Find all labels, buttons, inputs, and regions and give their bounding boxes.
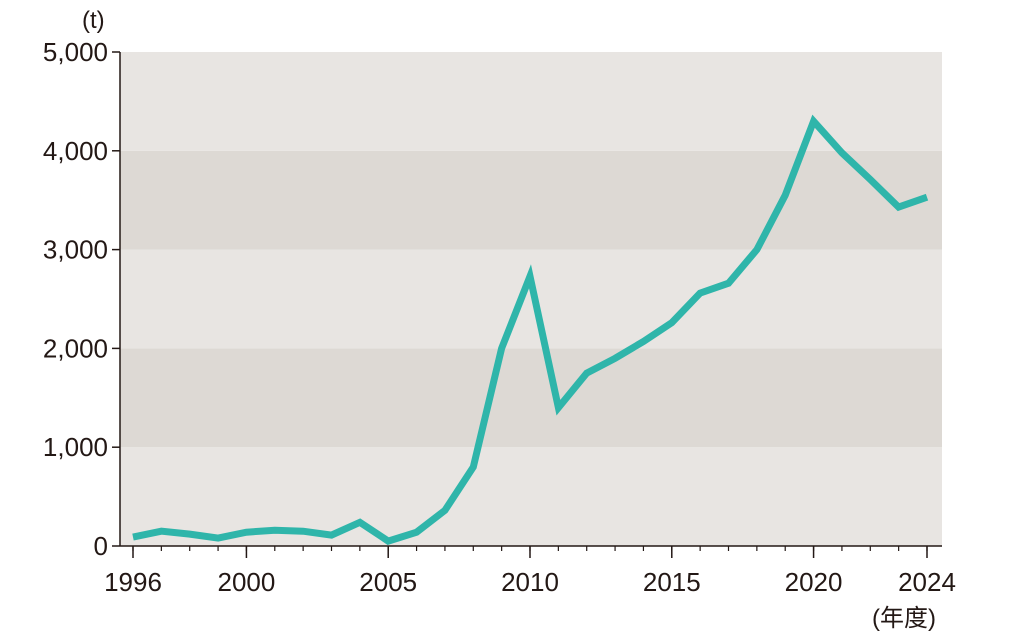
y-tick-label: 4,000 [43,136,108,166]
background-band [120,52,942,151]
axes [119,52,942,547]
y-tick-label: 3,000 [43,235,108,265]
tick-marks [112,51,928,558]
background-band [120,150,942,250]
background-bands [120,52,942,546]
y-tick-label: 1,000 [43,432,108,462]
y-tick-label: 2,000 [43,333,108,363]
x-tick-label: 2015 [643,567,701,597]
x-axis-unit-label: (年度) [872,605,936,632]
x-tick-label: 2020 [785,567,843,597]
x-tick-label: 1996 [104,567,162,597]
background-band [120,348,942,448]
x-tick-label: 2024 [898,567,956,597]
series-line [132,114,929,545]
y-axis-unit-label: (t) [82,7,105,34]
tick-labels: 0 1,000 2,000 3,000 4,000 5,000 1996 2000 2005 20… [43,37,956,597]
y-tick-label: 5,000 [43,37,108,67]
series-layer [132,114,929,545]
y-tick-label: 0 [94,531,108,561]
x-tick-label: 2005 [359,567,417,597]
x-tick-label: 2000 [218,567,276,597]
x-tick-label: 2010 [501,567,559,597]
